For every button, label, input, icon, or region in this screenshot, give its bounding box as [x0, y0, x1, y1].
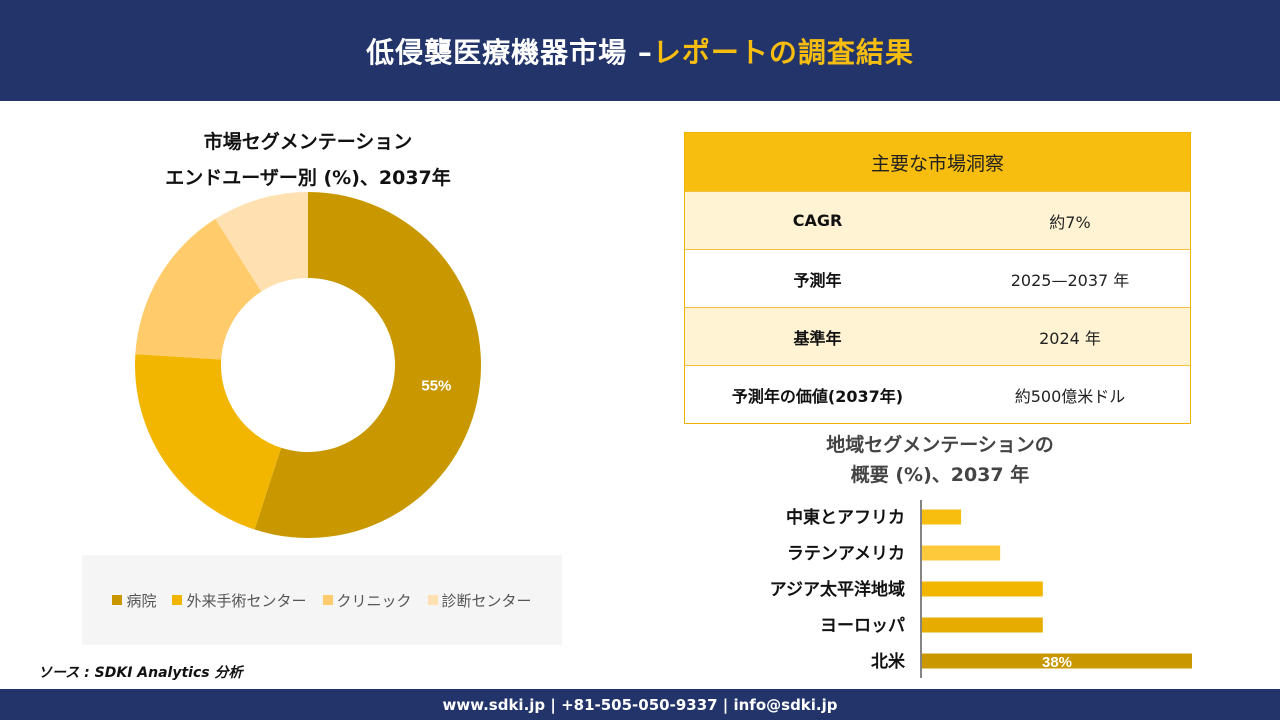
legend-item-clinic: クリニック	[322, 590, 412, 611]
insights-key: 基準年	[793, 328, 842, 348]
donut-slice-clinic	[135, 218, 262, 360]
pie-title-line1: 市場セグメンテーション	[203, 131, 413, 153]
bar-category-label: 北米	[871, 651, 906, 672]
insights-heading: 主要な市場洞察	[685, 133, 1190, 191]
footer: www.sdki.jp | +81-505-050-9337 | info@sd…	[0, 689, 1280, 720]
insights-value: 2024 年	[1039, 328, 1101, 348]
bar	[922, 545, 1001, 561]
legend-label-clinic: クリニック	[336, 591, 412, 610]
pie-title-line2: エンドユーザー別 (%)、2037年	[165, 167, 451, 189]
legend-item-hospital: 病院	[112, 590, 156, 611]
bar-category-label: 中東とアフリカ	[786, 507, 905, 528]
pie-legend: 病院 外来手術センター クリニック 診断センター	[82, 555, 562, 645]
legend-item-ambulatory: 外来手術センター	[172, 590, 307, 611]
bar-category-label: ラテンアメリカ	[787, 544, 905, 564]
legend-label-diagnostic: 診断センター	[441, 591, 532, 610]
pie-chart-title: 市場セグメンテーション エンドユーザー別 (%)、2037年	[130, 124, 486, 196]
bar-category-label: アジア太平洋地域	[770, 579, 905, 600]
bar-chart-title: 地域セグメンテーションの 概要 (%)、2037 年	[760, 430, 1120, 490]
market-insights-table: 主要な市場洞察 CAGR 約7% 予測年 2025—2037 年 基準年 202…	[684, 132, 1191, 424]
bar	[922, 509, 962, 525]
page-title: 低侵襲医療機器市場 –	[366, 35, 653, 69]
donut-slice-hospital	[254, 192, 482, 538]
insights-key: 予測年の価値(2037年)	[731, 386, 904, 406]
bar	[922, 653, 1192, 669]
bar-title-line2: 概要 (%)、2037 年	[850, 464, 1030, 486]
page-title-accent: レポートの調査結果	[652, 35, 914, 69]
donut-data-label: 55%	[421, 377, 451, 394]
page-header: 低侵襲医療機器市場 – レポートの調査結果	[0, 0, 1280, 101]
insights-value: 約7%	[1049, 212, 1091, 232]
bar	[922, 581, 1043, 597]
legend-swatch-hospital	[112, 595, 123, 605]
footer-contact: www.sdki.jp | +81-505-050-9337 | info@sd…	[442, 695, 838, 714]
bar	[922, 617, 1043, 633]
insights-row: CAGR 約7%	[685, 191, 1190, 249]
bar-data-label: 38%	[1042, 654, 1072, 671]
legend-label-hospital: 病院	[126, 591, 157, 610]
insights-key: 予測年	[793, 270, 842, 290]
bar-title-line1: 地域セグメンテーションの	[826, 434, 1054, 456]
insights-row: 予測年の価値(2037年) 約500億米ドル	[685, 365, 1190, 423]
legend-swatch-ambulatory	[172, 595, 183, 605]
donut-slice-ambulatory	[135, 354, 282, 530]
bar-category-label: ヨーロッパ	[820, 616, 905, 636]
legend-label-ambulatory: 外来手術センター	[186, 591, 307, 610]
donut-chart: 55%	[135, 192, 482, 538]
insights-key: CAGR	[792, 211, 843, 230]
source-note: ソース : SDKI Analytics 分析	[38, 665, 243, 681]
legend-swatch-clinic	[322, 595, 333, 605]
insights-value: 約500億米ドル	[1014, 386, 1126, 406]
insights-value: 2025—2037 年	[1010, 270, 1130, 290]
legend-swatch-diagnostic	[427, 595, 438, 605]
insights-row: 予測年 2025—2037 年	[685, 249, 1190, 307]
donut-slice-diagnostic	[215, 192, 308, 292]
legend-item-diagnostic: 診断センター	[427, 590, 532, 611]
insights-row: 基準年 2024 年	[685, 307, 1190, 365]
